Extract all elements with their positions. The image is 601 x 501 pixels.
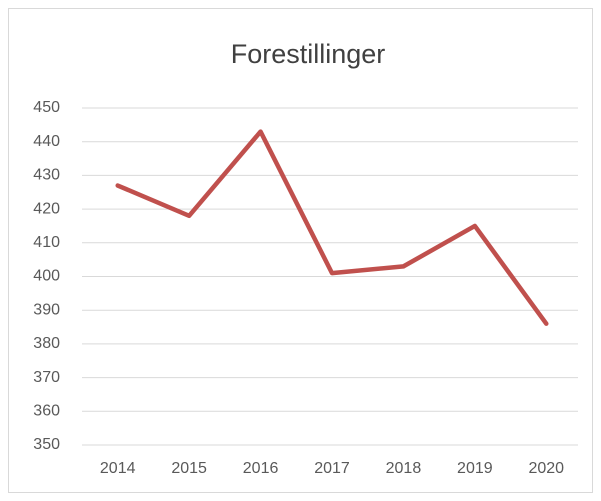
data-line <box>115 129 549 326</box>
x-tick-label: 2018 <box>386 460 422 477</box>
y-tick-label: 390 <box>33 301 60 318</box>
y-tick-label: 440 <box>33 133 60 150</box>
y-tick-label: 360 <box>33 403 60 420</box>
y-tick-label: 430 <box>33 167 60 184</box>
x-tick-label: 2017 <box>314 460 350 477</box>
y-tick-label: 370 <box>33 369 60 386</box>
y-tick-label: 400 <box>33 268 60 285</box>
x-tick-label: 2016 <box>243 460 279 477</box>
y-tick-label: 350 <box>33 436 60 453</box>
x-tick-label: 2015 <box>171 460 207 477</box>
chart-border <box>8 8 593 493</box>
y-tick-label: 450 <box>33 99 60 116</box>
chart-title: Forestillinger <box>231 39 386 69</box>
x-tick-label: 2019 <box>457 460 493 477</box>
x-tick-label: 2014 <box>100 460 136 477</box>
x-tick-label: 2020 <box>528 460 564 477</box>
y-tick-label: 380 <box>33 335 60 352</box>
y-tick-label: 410 <box>33 234 60 251</box>
y-tick-label: 420 <box>33 200 60 217</box>
